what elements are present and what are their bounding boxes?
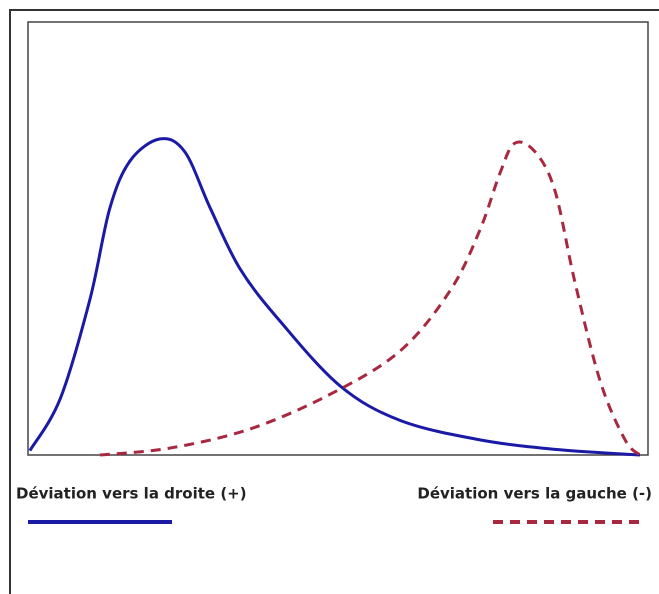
series-line: [28, 137, 641, 457]
legend-label: Déviation vers la gauche (-): [417, 485, 652, 503]
legend-label: Déviation vers la droite (+): [16, 485, 247, 503]
series-line: [99, 140, 642, 457]
plot-area: [27, 21, 649, 456]
outer-frame: [9, 9, 659, 594]
